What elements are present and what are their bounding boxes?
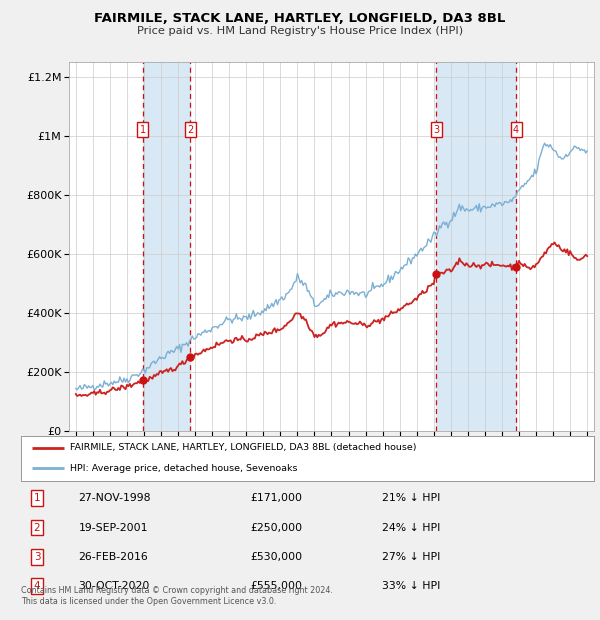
Text: 21% ↓ HPI: 21% ↓ HPI — [382, 494, 440, 503]
Text: £171,000: £171,000 — [250, 494, 302, 503]
Text: £555,000: £555,000 — [250, 581, 302, 591]
Text: 24% ↓ HPI: 24% ↓ HPI — [382, 523, 440, 533]
Text: 1: 1 — [140, 125, 146, 135]
Text: 3: 3 — [34, 552, 40, 562]
Text: 2: 2 — [187, 125, 193, 135]
Text: £250,000: £250,000 — [250, 523, 302, 533]
Text: 3: 3 — [433, 125, 439, 135]
Text: 1: 1 — [34, 494, 40, 503]
Text: HPI: Average price, detached house, Sevenoaks: HPI: Average price, detached house, Seve… — [70, 464, 297, 473]
Bar — [143, 62, 190, 431]
Text: 2: 2 — [34, 523, 40, 533]
Text: 4: 4 — [34, 581, 40, 591]
Text: 19-SEP-2001: 19-SEP-2001 — [79, 523, 148, 533]
Text: 27-NOV-1998: 27-NOV-1998 — [79, 494, 151, 503]
Text: 26-FEB-2016: 26-FEB-2016 — [79, 552, 148, 562]
Text: 33% ↓ HPI: 33% ↓ HPI — [382, 581, 440, 591]
Text: 27% ↓ HPI: 27% ↓ HPI — [382, 552, 440, 562]
Text: Price paid vs. HM Land Registry's House Price Index (HPI): Price paid vs. HM Land Registry's House … — [137, 26, 463, 36]
Text: Contains HM Land Registry data © Crown copyright and database right 2024.
This d: Contains HM Land Registry data © Crown c… — [21, 585, 333, 606]
Text: 30-OCT-2020: 30-OCT-2020 — [79, 581, 149, 591]
Bar — [436, 62, 516, 431]
Text: £530,000: £530,000 — [250, 552, 302, 562]
Text: 4: 4 — [513, 125, 519, 135]
Text: FAIRMILE, STACK LANE, HARTLEY, LONGFIELD, DA3 8BL: FAIRMILE, STACK LANE, HARTLEY, LONGFIELD… — [94, 12, 506, 25]
Text: FAIRMILE, STACK LANE, HARTLEY, LONGFIELD, DA3 8BL (detached house): FAIRMILE, STACK LANE, HARTLEY, LONGFIELD… — [70, 443, 416, 453]
